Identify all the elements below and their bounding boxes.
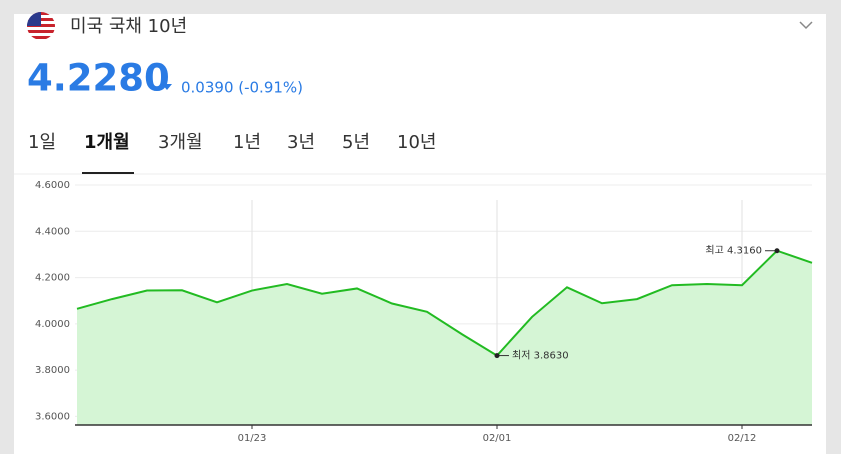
tab[interactable]: 1일 — [28, 132, 56, 153]
chart: 3.6000 3.8000 4.0000 4.2000 4.4000 4.6000 01/2… — [35, 180, 813, 444]
down-arrow — [162, 84, 172, 90]
y-tick-label: 4.0000 — [35, 319, 70, 330]
x-tick-label: 02/12 — [728, 433, 757, 444]
x-tick-label: 02/01 — [483, 433, 512, 444]
low-point — [494, 353, 500, 359]
high-label: 최고 4.3160 — [705, 245, 762, 257]
y-tick-label: 4.6000 — [35, 180, 70, 191]
tab[interactable]: 1년 — [233, 132, 261, 153]
tab[interactable]: 5년 — [342, 132, 370, 153]
price-change: 0.0390 (-0.91%) — [181, 79, 303, 97]
tab[interactable]: 3년 — [287, 132, 315, 153]
y-tick-label: 4.4000 — [35, 226, 70, 237]
tab[interactable]: 3개월 — [158, 132, 203, 153]
flag — [27, 12, 55, 40]
y-tick-label: 3.6000 — [35, 411, 70, 422]
y-tick-label: 3.8000 — [35, 365, 70, 376]
line — [76, 249, 813, 357]
tab[interactable]: 10년 — [397, 132, 436, 153]
x-tick-label: 01/23 — [238, 433, 267, 444]
price: 4.2280 — [27, 57, 170, 100]
tab[interactable]: 1개월 — [84, 132, 130, 153]
area — [77, 250, 812, 425]
y-tick-label: 4.2000 — [35, 273, 70, 284]
low-label: 최저 3.8630 — [512, 350, 569, 362]
chevron[interactable] — [799, 21, 813, 30]
title: 미국 국채 10년 — [70, 16, 187, 37]
high-point — [774, 248, 780, 254]
